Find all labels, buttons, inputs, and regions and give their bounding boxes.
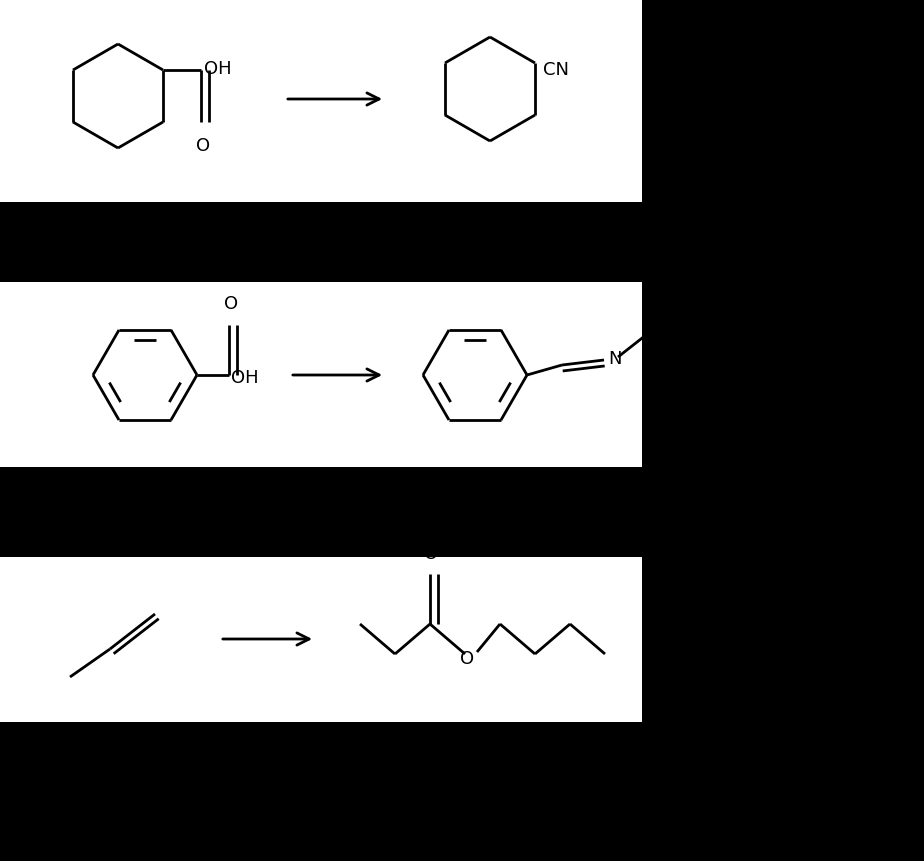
Text: OH: OH xyxy=(231,369,259,387)
Bar xyxy=(0,557,642,722)
Text: OH: OH xyxy=(204,60,232,77)
Text: O: O xyxy=(424,544,438,562)
Text: O: O xyxy=(460,649,474,667)
Bar xyxy=(0,282,642,468)
Bar xyxy=(0,0,642,202)
Text: O: O xyxy=(196,137,210,155)
Text: O: O xyxy=(224,294,238,313)
Text: N: N xyxy=(608,350,622,368)
Text: CN: CN xyxy=(543,61,569,79)
